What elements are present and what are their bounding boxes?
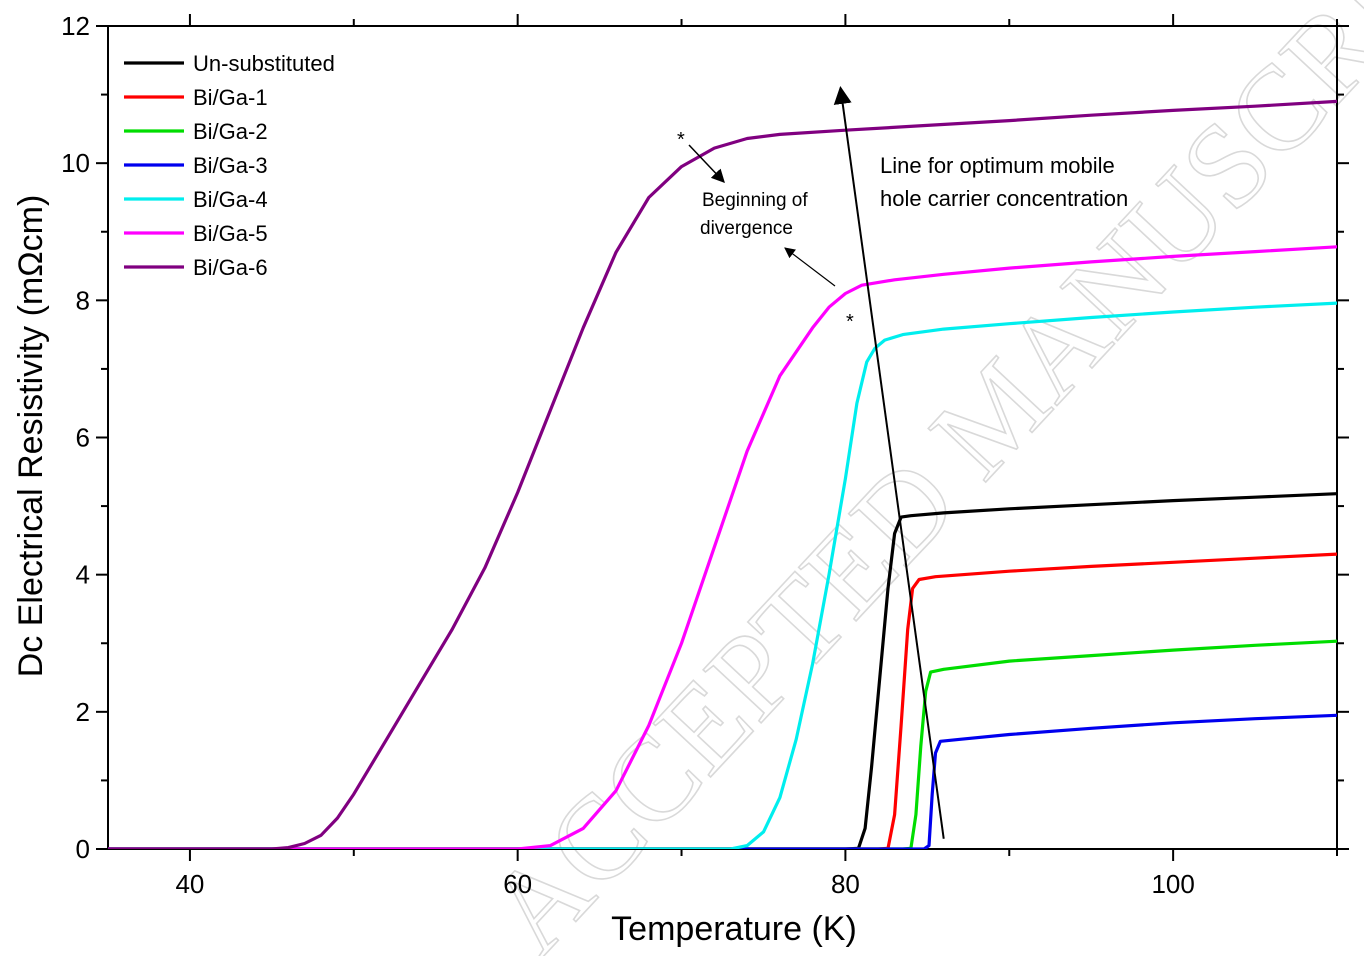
legend: Un-substituted Bi/Ga-1 Bi/Ga-2 Bi/Ga-3 Bi/Ga… (124, 51, 335, 280)
y-tick-label: 6 (76, 423, 90, 453)
legend-label: Bi/Ga-4 (193, 187, 268, 212)
y-tick-label: 8 (76, 285, 90, 315)
x-tick-label: 40 (175, 869, 204, 899)
legend-label: Bi/Ga-3 (193, 153, 268, 178)
x-tick-label: 100 (1151, 869, 1194, 899)
series-line-6 (108, 245, 1337, 849)
optimum-line-label-1: Line for optimum mobile (880, 153, 1115, 178)
optimum-line-label-2: hole carrier concentration (880, 186, 1128, 211)
series-line-1 (108, 492, 1337, 849)
divergence-label-2: divergence (700, 218, 793, 239)
x-tick-label: 80 (831, 869, 860, 899)
axis-ticks (96, 14, 1349, 861)
axis-tick-labels: 40 60 80 100 0 2 4 6 8 10 12 (61, 11, 1195, 899)
y-tick-label: 0 (76, 834, 90, 864)
legend-label: Bi/Ga-2 (193, 119, 268, 144)
divergence-arrow-lower (784, 247, 836, 287)
divergence-star-lower: * (846, 311, 854, 333)
series-line-2 (108, 552, 1337, 849)
x-axis-title: Temperature (K) (611, 910, 857, 948)
series-lines (108, 99, 1337, 849)
y-tick-label: 2 (76, 697, 90, 727)
divergence-star-upper: * (677, 129, 685, 151)
x-tick-label: 60 (503, 869, 532, 899)
y-axis-title: Dc Electrical Resistivity (mΩcm) (12, 195, 50, 678)
series-line-7 (108, 99, 1337, 849)
y-tick-label: 12 (61, 11, 90, 41)
legend-label: Bi/Ga-1 (193, 85, 268, 110)
optimum-line-arrow (833, 85, 945, 839)
series-line-5 (108, 301, 1337, 849)
series-line-4 (108, 713, 1337, 849)
legend-label: Bi/Ga-6 (193, 255, 268, 280)
divergence-label-1: Beginning of (702, 190, 808, 211)
y-tick-label: 4 (76, 560, 90, 590)
legend-label: Bi/Ga-5 (193, 221, 268, 246)
legend-label: Un-substituted (193, 51, 335, 76)
divergence-arrow-upper (688, 144, 725, 183)
y-tick-label: 10 (61, 148, 90, 178)
